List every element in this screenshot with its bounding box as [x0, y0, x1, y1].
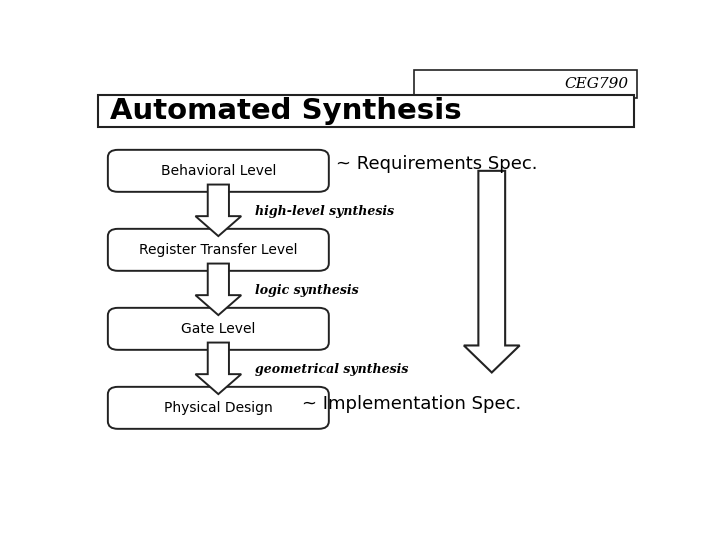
FancyBboxPatch shape: [99, 94, 634, 127]
Polygon shape: [195, 342, 241, 394]
Text: Gate Level: Gate Level: [181, 322, 256, 336]
Text: Physical Design: Physical Design: [164, 401, 273, 415]
Text: ~ Requirements Spec.: ~ Requirements Spec.: [336, 155, 537, 173]
FancyBboxPatch shape: [108, 387, 329, 429]
Text: logic synthesis: logic synthesis: [255, 284, 359, 297]
Text: Register Transfer Level: Register Transfer Level: [139, 243, 297, 257]
FancyBboxPatch shape: [108, 229, 329, 271]
Text: high-level synthesis: high-level synthesis: [255, 205, 394, 218]
Text: Behavioral Level: Behavioral Level: [161, 164, 276, 178]
Polygon shape: [195, 264, 241, 315]
Text: CEG790: CEG790: [564, 77, 629, 91]
Text: Automated Synthesis: Automated Synthesis: [109, 97, 461, 125]
Text: geometrical synthesis: geometrical synthesis: [255, 363, 408, 376]
Polygon shape: [195, 185, 241, 236]
Text: ~ Implementation Spec.: ~ Implementation Spec.: [302, 395, 521, 413]
FancyBboxPatch shape: [413, 70, 637, 98]
FancyBboxPatch shape: [108, 150, 329, 192]
FancyBboxPatch shape: [108, 308, 329, 350]
Polygon shape: [464, 171, 520, 373]
